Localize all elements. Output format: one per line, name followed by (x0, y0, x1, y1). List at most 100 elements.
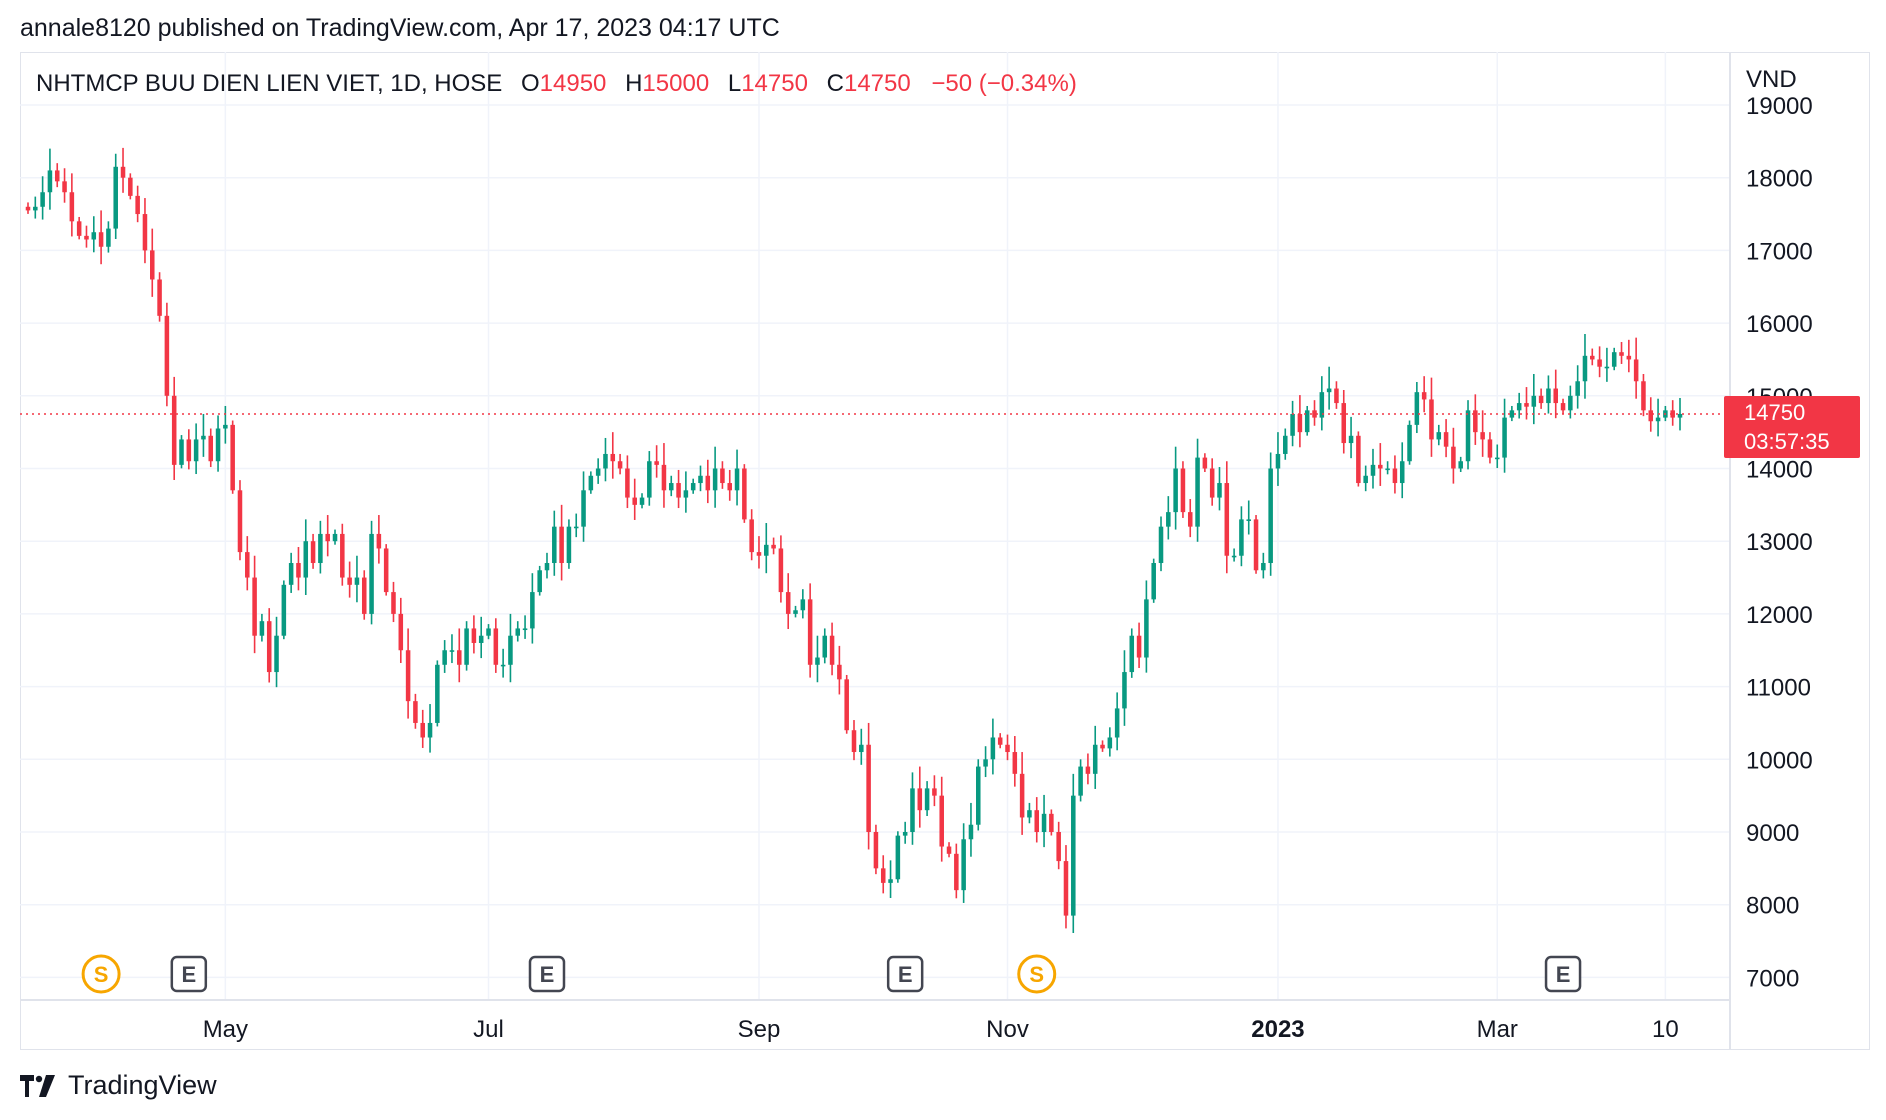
candle-body (478, 635, 484, 643)
footer-brand[interactable]: TradingView (20, 1070, 217, 1101)
date-tick-label: Jul (473, 1016, 504, 1043)
candle (40, 176, 45, 220)
candle-body (281, 584, 287, 636)
candle-body (676, 483, 681, 498)
candle-body (1158, 526, 1164, 564)
candle (1458, 456, 1463, 472)
candle-body (303, 541, 309, 578)
candle-body (413, 701, 418, 723)
price-tick-label: 17000 (1746, 238, 1813, 265)
candle-body (1473, 410, 1478, 433)
candle (1261, 552, 1266, 579)
price-tick-label: 9000 (1746, 820, 1799, 847)
candle (1202, 453, 1208, 472)
candle (1392, 455, 1398, 494)
candle-body (376, 533, 382, 549)
candle-body (1560, 403, 1566, 411)
candle (1502, 398, 1507, 473)
candle-body (975, 766, 981, 825)
candle-body (1531, 395, 1537, 407)
candle (522, 615, 528, 639)
candle-body (1356, 435, 1361, 484)
candle (778, 535, 784, 603)
candle-body (1114, 708, 1120, 738)
candle-body (961, 839, 966, 891)
candle (171, 376, 177, 480)
candle-body (1144, 599, 1149, 658)
candle-body (1414, 392, 1420, 425)
candle-body (1319, 392, 1325, 418)
candle-body (420, 722, 425, 738)
candle (464, 621, 469, 671)
candle-body (1209, 468, 1215, 498)
candle-body (1633, 359, 1639, 382)
chart-frame[interactable] (20, 52, 1870, 1050)
candle-body (968, 824, 974, 840)
earnings-event-icon[interactable]: E (528, 955, 566, 993)
candle (756, 536, 762, 569)
earnings-event-icon[interactable]: E (886, 955, 924, 993)
candle-body (603, 453, 608, 469)
candle (1633, 337, 1639, 399)
candle-body (1385, 468, 1390, 471)
open-value: 14950 (539, 70, 607, 97)
candle (610, 432, 616, 479)
change-value: −50 (−0.34%) (931, 70, 1077, 97)
candle (340, 523, 345, 586)
candle-body (647, 461, 652, 498)
candle-body (208, 435, 214, 462)
candle (720, 461, 725, 489)
candle (1553, 369, 1559, 419)
candle (281, 580, 287, 640)
date-tick-label: Sep (738, 1016, 781, 1043)
candle (1670, 400, 1675, 426)
candle (1268, 452, 1273, 576)
candle-body (69, 192, 75, 222)
candle-body (383, 548, 389, 593)
candle (1626, 339, 1632, 373)
candle (975, 759, 981, 831)
candle (1275, 432, 1281, 486)
candle (91, 216, 97, 253)
candle-body (201, 435, 206, 440)
candle (1246, 500, 1251, 535)
split-event-icon[interactable]: S (81, 954, 121, 994)
candle-body (690, 483, 696, 491)
candle-body (106, 228, 111, 247)
candle-body (1283, 435, 1288, 454)
candle-body (157, 279, 162, 316)
candle-body (76, 221, 82, 236)
split-event-icon[interactable]: S (1017, 954, 1057, 994)
candle (1655, 398, 1661, 437)
earnings-event-icon[interactable]: E (170, 955, 208, 993)
candle (252, 555, 257, 654)
candle-body (1261, 563, 1266, 571)
candle (859, 728, 864, 765)
candle (1231, 548, 1237, 562)
candle-body (318, 533, 323, 564)
candle-body (1202, 457, 1208, 469)
candle-body (493, 628, 499, 665)
candle-body (1619, 352, 1624, 356)
candle-body (1524, 403, 1529, 407)
candle-body (1129, 635, 1135, 673)
event-letter: E (898, 962, 913, 987)
candle-body (1509, 410, 1515, 418)
candle (902, 821, 908, 844)
ohlc-legend: NHTMCP BUU DIEN LIEN VIET, 1D, HOSE O149… (36, 70, 1081, 98)
candle (785, 573, 791, 630)
candle-body (332, 533, 338, 542)
grid-lines (20, 52, 1730, 1000)
candle-body (54, 170, 60, 182)
candle-body (171, 395, 177, 465)
candle-body (1334, 388, 1339, 404)
published-header: annale8120 published on TradingView.com,… (20, 14, 780, 42)
candle (1136, 622, 1142, 668)
candle-body (91, 232, 97, 240)
earnings-event-icon[interactable]: E (1544, 955, 1582, 993)
candle (924, 781, 930, 817)
candle-body (1677, 413, 1683, 418)
candle-body (1195, 457, 1200, 527)
candle-body (1187, 512, 1193, 527)
